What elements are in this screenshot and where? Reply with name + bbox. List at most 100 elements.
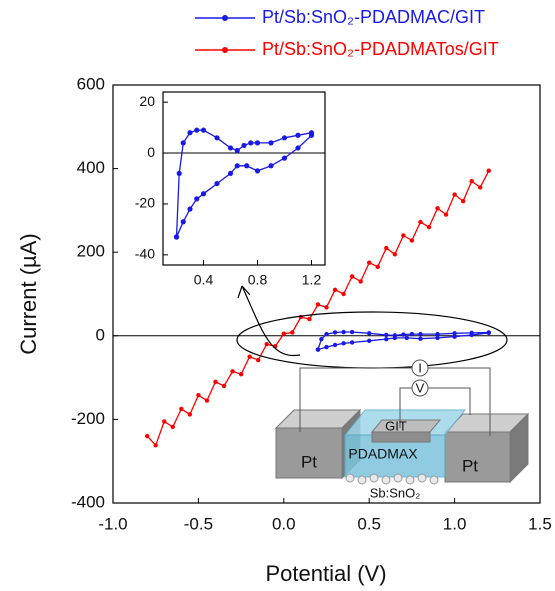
pt-right-side <box>509 412 529 484</box>
data-point <box>341 329 346 335</box>
x-tick-label: 0.0 <box>272 514 296 533</box>
current-symbol: I <box>418 360 422 375</box>
data-point <box>435 331 440 337</box>
data-point <box>469 330 474 336</box>
data-point <box>200 127 207 133</box>
legend-label: Pt/Sb:SnO₂-PDADMATos/GIT <box>262 39 499 59</box>
legend: Pt/Sb:SnO₂-PDADMAC/GIT Pt/Sb:SnO₂-PDADMAT… <box>195 7 499 59</box>
data-point <box>375 264 380 270</box>
y-tick-label: -20 <box>135 195 155 211</box>
data-point <box>367 338 372 344</box>
data-point <box>170 424 175 430</box>
data-point <box>268 140 274 146</box>
data-point <box>295 132 301 138</box>
x-tick-label: 0.4 <box>194 272 214 288</box>
wires <box>299 359 491 436</box>
data-point <box>392 333 398 338</box>
arrow-head <box>237 285 251 299</box>
data-point <box>409 238 415 243</box>
y-tick-label: 0 <box>96 325 105 344</box>
data-point <box>392 252 398 257</box>
data-point <box>384 245 389 251</box>
data-point <box>324 344 329 350</box>
data-point <box>234 147 240 154</box>
data-point <box>196 392 201 398</box>
data-point <box>214 135 220 141</box>
data-point <box>187 206 193 212</box>
pt-left-front <box>275 427 343 479</box>
pt-left-label: Pt <box>301 452 317 471</box>
data-point <box>194 127 200 133</box>
data-point <box>315 347 321 352</box>
y-tick-label: 0 <box>147 144 155 160</box>
y-tick-label: 600 <box>77 74 105 93</box>
data-point <box>478 185 483 190</box>
data-point <box>435 206 440 211</box>
data-point <box>238 372 244 377</box>
data-point <box>187 412 193 417</box>
data-point <box>349 274 355 279</box>
y-tick-label: -200 <box>71 409 105 428</box>
data-point <box>176 170 182 177</box>
data-point <box>234 163 240 169</box>
data-point <box>227 170 234 177</box>
data-point <box>307 316 312 322</box>
data-point <box>173 234 180 240</box>
data-point <box>443 212 449 217</box>
data-point <box>281 155 288 161</box>
data-point <box>452 331 457 336</box>
y-tick-label: -40 <box>135 246 155 262</box>
data-point <box>418 331 423 337</box>
data-point <box>349 340 355 345</box>
data-point <box>332 342 338 348</box>
data-point <box>358 279 363 284</box>
data-point <box>401 233 406 238</box>
data-point <box>248 140 254 146</box>
y-tick-label: -400 <box>71 492 105 511</box>
data-point <box>452 192 457 197</box>
y-axis-label: Current (µA) <box>16 233 41 354</box>
data-point <box>452 334 457 339</box>
data-point <box>332 330 338 335</box>
y-tick-label: 20 <box>139 93 155 109</box>
data-point <box>315 302 321 307</box>
data-point <box>486 330 491 335</box>
legend-marker <box>222 15 228 21</box>
data-point <box>349 329 355 335</box>
data-point <box>227 145 234 151</box>
pointer-arrow <box>241 285 301 357</box>
inset-frame <box>162 91 326 266</box>
data-point <box>281 331 286 336</box>
data-point <box>194 196 200 202</box>
data-point <box>460 199 466 204</box>
data-point <box>324 305 329 310</box>
data-point <box>214 180 220 187</box>
polymer-label: PDADMAX <box>348 446 418 462</box>
pt-right-label: Pt <box>462 456 478 475</box>
nanoparticles <box>345 473 439 485</box>
data-point <box>418 336 423 341</box>
data-point <box>469 178 474 184</box>
data-point <box>247 354 252 359</box>
x-tick-label: 0.5 <box>357 514 381 533</box>
voltage-symbol: V <box>416 380 425 395</box>
pt-right-front <box>444 431 511 483</box>
data-point <box>241 142 247 149</box>
data-point <box>367 260 372 265</box>
data-point <box>230 369 235 374</box>
data-point <box>409 331 415 337</box>
data-point <box>384 332 389 338</box>
data-point <box>268 163 274 169</box>
x-tick-label: 0.8 <box>248 272 268 288</box>
data-point <box>404 335 409 341</box>
device-schematic: I V Pt Pt GIT PDADMAX Sb:SnO₂ <box>274 359 530 500</box>
git-front <box>371 431 431 443</box>
oxide-label: Sb:SnO₂ <box>370 485 421 500</box>
data-point <box>319 336 324 342</box>
data-point <box>332 287 338 293</box>
data-point <box>384 336 389 342</box>
data-point <box>401 332 406 337</box>
